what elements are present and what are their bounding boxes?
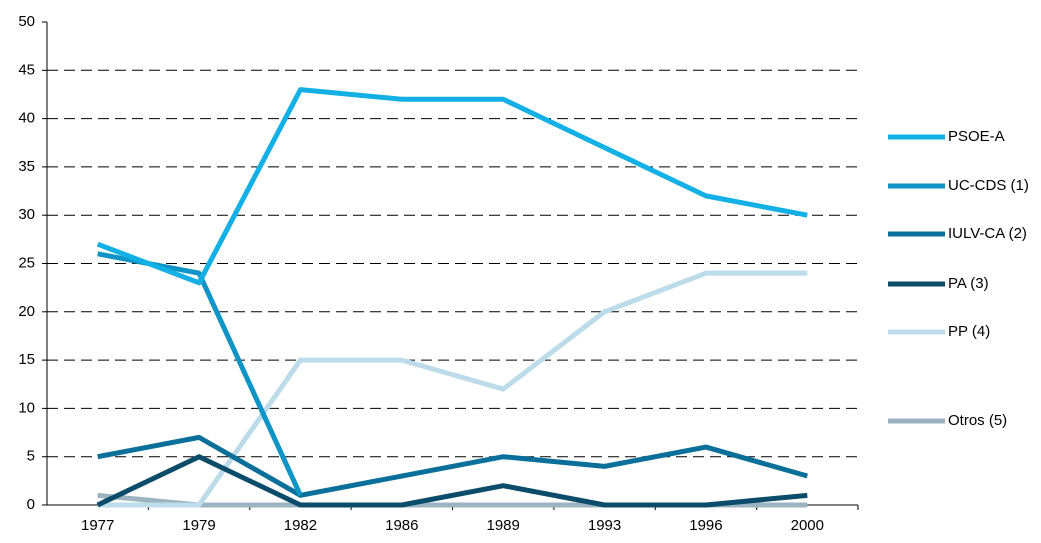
y-tick-label: 20	[18, 303, 35, 320]
y-tick-label: 35	[18, 158, 35, 175]
x-tick-label: 1986	[385, 517, 418, 534]
x-tick-label: 2000	[791, 517, 824, 534]
legend-label: PA (3)	[948, 275, 989, 292]
legend-label: PSOE-A	[948, 128, 1005, 145]
y-tick-label: 25	[18, 254, 35, 271]
x-tick-label: 1996	[689, 517, 722, 534]
x-tick-label: 1979	[182, 517, 215, 534]
y-tick-label: 45	[18, 61, 35, 78]
series-line	[96, 87, 808, 286]
legend-label: PP (4)	[948, 323, 990, 340]
y-tick-label: 5	[27, 448, 35, 465]
y-tick-label: 15	[18, 351, 35, 368]
legend-label: UC-CDS (1)	[948, 177, 1029, 194]
x-tick-label: 1993	[588, 517, 621, 534]
y-tick-label: 30	[18, 206, 35, 223]
series-line	[97, 434, 809, 498]
x-tick-label: 1982	[284, 517, 317, 534]
legend-label: IULV-CA (2)	[948, 225, 1027, 242]
y-tick-label: 0	[27, 496, 35, 513]
x-tick-label: 1989	[487, 517, 520, 534]
series-line	[97, 251, 303, 497]
y-tick-label: 40	[18, 110, 35, 127]
x-tick-label: 1977	[81, 517, 114, 534]
legend-label: Otros (5)	[948, 412, 1007, 429]
series-line	[96, 454, 808, 508]
y-tick-label: 10	[18, 399, 35, 416]
y-tick-label: 50	[18, 13, 35, 30]
series-line	[97, 270, 808, 508]
